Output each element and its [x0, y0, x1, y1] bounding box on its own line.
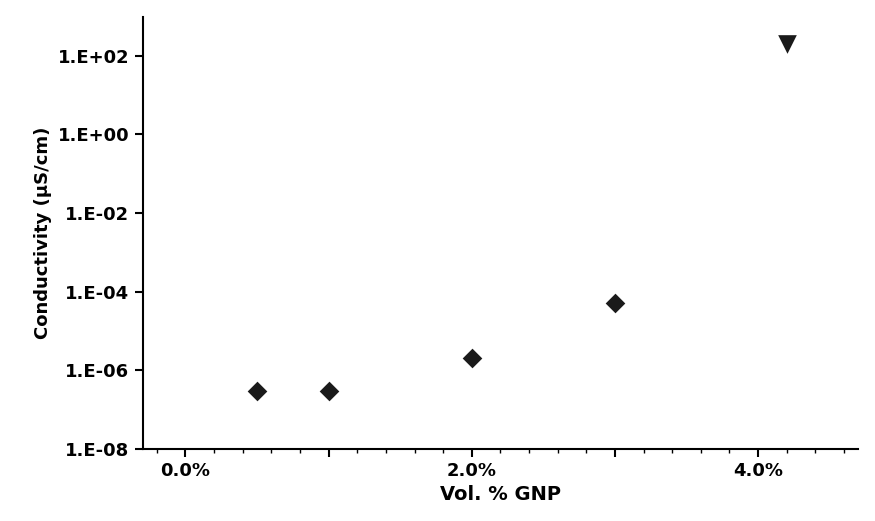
- Point: [780, 40, 794, 48]
- Point: [250, 387, 264, 395]
- Point: [608, 299, 622, 307]
- Y-axis label: Conductivity (μS/cm): Conductivity (μS/cm): [34, 127, 52, 339]
- Point: [465, 354, 479, 363]
- Point: [322, 387, 336, 395]
- X-axis label: Vol. % GNP: Vol. % GNP: [440, 486, 561, 504]
